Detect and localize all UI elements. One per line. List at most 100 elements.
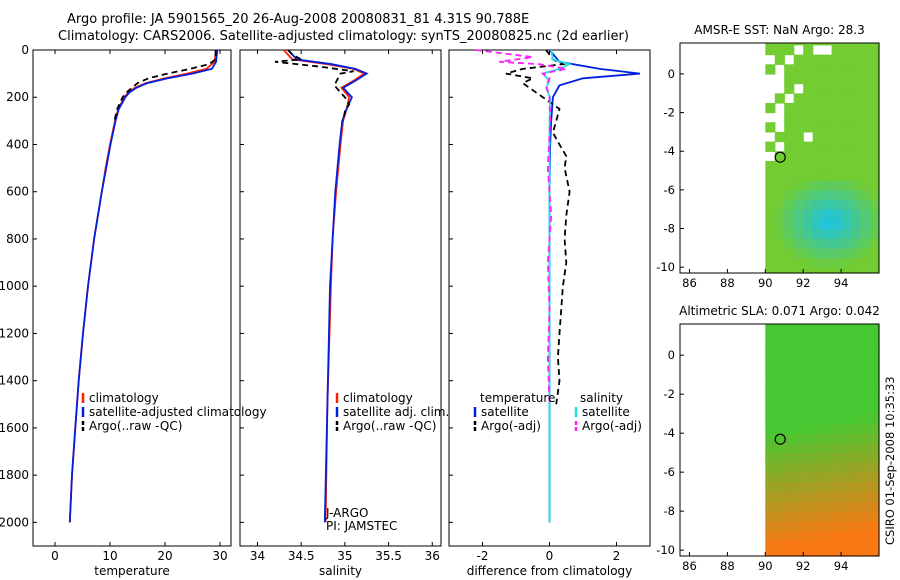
x-tick-label-temperature: 10 <box>102 549 117 563</box>
map-cell-sla_map <box>869 481 880 493</box>
map-cell-sst_map <box>860 170 871 181</box>
map-cell-sst_map <box>774 238 785 249</box>
map-cell-sst_map <box>803 122 814 133</box>
map-cell-sst_map <box>803 54 814 65</box>
map-cell-sla_map <box>812 374 823 385</box>
map-cell-sst_map <box>841 160 852 172</box>
map-cell-sla_map <box>831 433 842 444</box>
map-cell-sst_map <box>774 209 785 220</box>
map-cell-sla_map <box>850 413 861 424</box>
legend-item-temperature: Argo(..raw -QC) <box>89 419 182 433</box>
map-cell-sst_map <box>841 131 852 143</box>
map-cell-sla_map <box>784 394 795 405</box>
map-cell-sst_map <box>841 83 852 94</box>
map-cell-sla_map <box>869 433 880 444</box>
map-cell-sst_map <box>869 160 880 172</box>
y-tick-label-temperature: 400 <box>6 137 29 151</box>
map-cell-sst_map <box>803 199 814 210</box>
map-cell-sla_map <box>774 481 785 493</box>
map-cell-sla_map <box>793 384 804 395</box>
map-cell-sst_map <box>841 247 852 259</box>
map-cell-sla_map <box>812 384 823 395</box>
map-cell-sst_map <box>784 131 795 143</box>
map-cell-sst_map <box>765 257 776 268</box>
map-cell-sla_map <box>765 403 776 415</box>
map-cell-sla_map <box>803 452 814 463</box>
map-cell-sla_map <box>850 355 861 366</box>
map-cell-sst_map <box>831 83 842 94</box>
map-cell-sla_map <box>812 442 823 454</box>
map-cell-sst_map <box>831 209 842 220</box>
map-cell-sla_map <box>860 501 871 512</box>
map-cell-sla_map <box>812 433 823 444</box>
map-cell-sst_map <box>812 218 823 230</box>
map-cell-sst_map <box>831 247 842 259</box>
map-cell-sst_map <box>860 267 871 274</box>
header-line-2: Climatology: CARS2006. Satellite-adjuste… <box>58 29 629 44</box>
map-cell-sla_map <box>841 491 852 502</box>
map-cell-sst_map <box>860 209 871 220</box>
map-cell-sst_map <box>774 170 785 181</box>
map-cell-sla_map <box>803 462 814 473</box>
map-x-tick-label-sst_map: 94 <box>834 276 849 290</box>
map-cell-sst_map <box>803 209 814 220</box>
map-cell-sla_map <box>784 433 795 444</box>
map-cell-sst_map <box>850 102 861 114</box>
map-cell-sla_map <box>765 550 776 557</box>
map-y-tick-label-sla_map: -8 <box>664 504 675 518</box>
map-cell-sst_map <box>831 170 842 181</box>
map-cell-sla_map <box>812 481 823 493</box>
map-cell-sst_map <box>784 170 795 181</box>
x-tick-label-temperature: 0 <box>51 549 59 563</box>
x-tick-label-salinity: 34 <box>250 549 265 563</box>
map-cell-sst_map <box>774 228 785 239</box>
map-cell-sla_map <box>774 374 785 385</box>
map-cell-sla_map <box>774 403 785 415</box>
map-cell-sst_map <box>803 218 814 230</box>
map-cell-sst_map <box>812 73 823 85</box>
map-cell-sla_map <box>850 433 861 444</box>
map-cell-sst_map <box>869 170 880 181</box>
series-line-temperature <box>68 49 219 523</box>
map-cell-sla_map <box>793 423 804 434</box>
map-cell-sst_map <box>831 141 842 152</box>
map-cell-sla_map <box>841 413 852 424</box>
map-cell-sst_map <box>831 199 842 210</box>
map-cell-sst_map <box>765 247 776 259</box>
map-cell-sla_map <box>793 442 804 454</box>
map-cell-sst_map <box>831 43 842 46</box>
map-cell-sla_map <box>860 433 871 444</box>
map-cell-sst_map <box>765 170 776 181</box>
map-cell-sst_map <box>822 257 833 268</box>
map-y-tick-label-sst_map: -8 <box>664 222 675 236</box>
map-cell-sst_map <box>831 189 842 201</box>
map-cell-sla_map <box>831 501 842 512</box>
map-cell-sst_map <box>822 228 833 239</box>
map-cell-sla_map <box>774 462 785 473</box>
map-cell-sst_map <box>869 238 880 249</box>
map-cell-sla_map <box>850 325 861 337</box>
map-cell-sla_map <box>765 530 776 541</box>
map-cell-sla_map <box>822 530 833 541</box>
map-cell-sst_map <box>831 44 842 56</box>
map-cell-sla_map <box>793 394 804 405</box>
y-tick-label-temperature: 1400 <box>0 374 29 388</box>
map-cell-sla_map <box>812 423 823 434</box>
map-cell-sla_map <box>822 364 833 376</box>
map-cell-sla_map <box>793 550 804 557</box>
map-cell-sst_map <box>793 73 804 85</box>
map-cell-sst_map <box>869 122 880 133</box>
map-cell-sla_map <box>831 413 842 424</box>
map-cell-sla_map <box>831 540 842 551</box>
map-cell-sla_map <box>860 491 871 502</box>
x-tick-label-difference: -2 <box>477 549 489 563</box>
map-cell-sst_map <box>793 209 804 220</box>
map-cell-sst_map <box>784 44 795 56</box>
map-cell-sla_map <box>793 355 804 366</box>
map-cell-sla_map <box>869 462 880 473</box>
map-cell-sst_map <box>793 189 804 201</box>
map-cell-sla_map <box>841 355 852 366</box>
map-cell-sst_map <box>860 228 871 239</box>
map-cell-sla_map <box>822 345 833 356</box>
map-cell-sla_map <box>869 335 880 346</box>
